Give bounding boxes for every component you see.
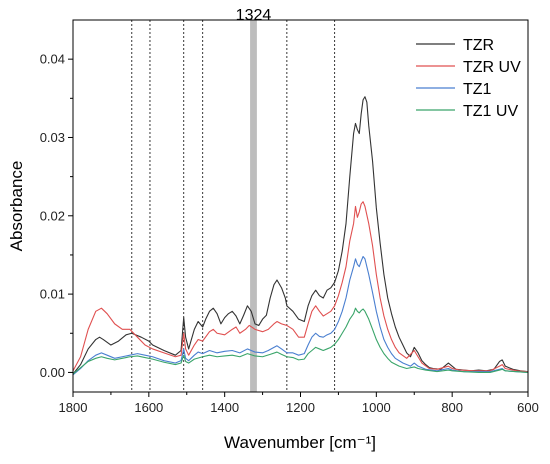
legend-label: TZ1 [463,81,492,98]
x-tick-label: 1600 [134,400,163,415]
x-tick-label: 1000 [362,400,391,415]
y-tick-label: 0.03 [40,130,65,145]
y-axis-title: Absorbance [7,161,26,252]
legend-label: TZ1 UV [463,103,518,120]
x-tick-label: 600 [517,400,539,415]
series-line-tzr [73,96,528,375]
y-tick-label: 0.02 [40,208,65,223]
x-tick-label: 1800 [59,400,88,415]
series-line-tzr-uv [73,201,528,373]
x-tick-label: 1200 [286,400,315,415]
legend-label: TZR [463,37,494,54]
legend-label: TZR UV [463,59,521,76]
x-tick-label: 800 [441,400,463,415]
x-axis-title: Wavenumber [cm⁻¹] [224,433,376,452]
series-line-tz1 [73,255,528,376]
y-axis: 0.00 0.01 0.02 0.03 0.04 [40,52,73,380]
y-tick-label: 0.04 [40,52,65,67]
highlight-band-layer [250,20,257,392]
y-tick-label: 0.01 [40,287,65,302]
series-layer [73,96,528,376]
x-axis: 1800 1600 1400 1200 1000 800 600 [59,392,539,415]
legend: TZR TZR UV TZ1 TZ1 UV [416,37,521,120]
y-tick-label: 0.00 [40,365,65,380]
plot-frame [72,19,529,393]
series-line-tz1-uv [73,307,528,375]
x-tick-label: 1400 [210,400,239,415]
reference-lines [131,20,336,392]
highlight-band [250,20,257,392]
highlight-band-label: 1324 [236,7,272,24]
